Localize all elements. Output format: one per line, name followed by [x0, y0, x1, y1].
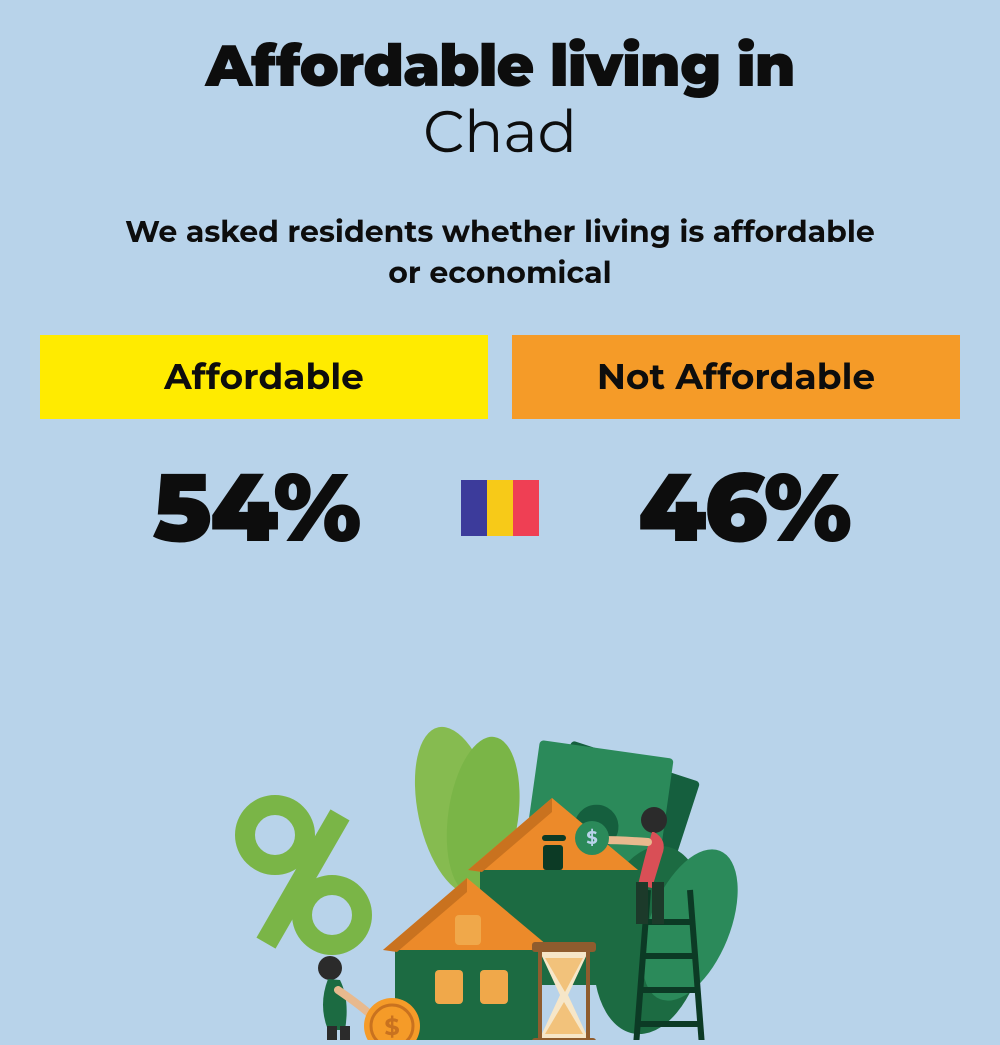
illustration: $ $ [200, 690, 800, 1040]
page-title-line2: Chad [423, 96, 577, 167]
badges-row: Affordable Not Affordable [0, 335, 1000, 419]
svg-text:$: $ [384, 1013, 399, 1040]
flag-stripe-3 [513, 480, 539, 536]
flag-stripe-1 [461, 480, 487, 536]
percent-icon [245, 805, 362, 949]
stat-not-affordable-value: 46% [569, 449, 919, 566]
flag-stripe-2 [487, 480, 513, 536]
badge-affordable: Affordable [40, 335, 488, 419]
stat-affordable-value: 54% [81, 449, 431, 566]
stats-row: 54% 46% [0, 449, 1000, 566]
flag-icon [461, 480, 539, 536]
hourglass-icon [532, 942, 596, 1040]
svg-text:$: $ [586, 827, 597, 849]
badge-not-affordable: Not Affordable [512, 335, 960, 419]
page-title-line1: Affordable living in [206, 30, 795, 101]
person-icon [318, 956, 372, 1040]
page-subtitle: We asked residents whether living is aff… [120, 212, 880, 293]
